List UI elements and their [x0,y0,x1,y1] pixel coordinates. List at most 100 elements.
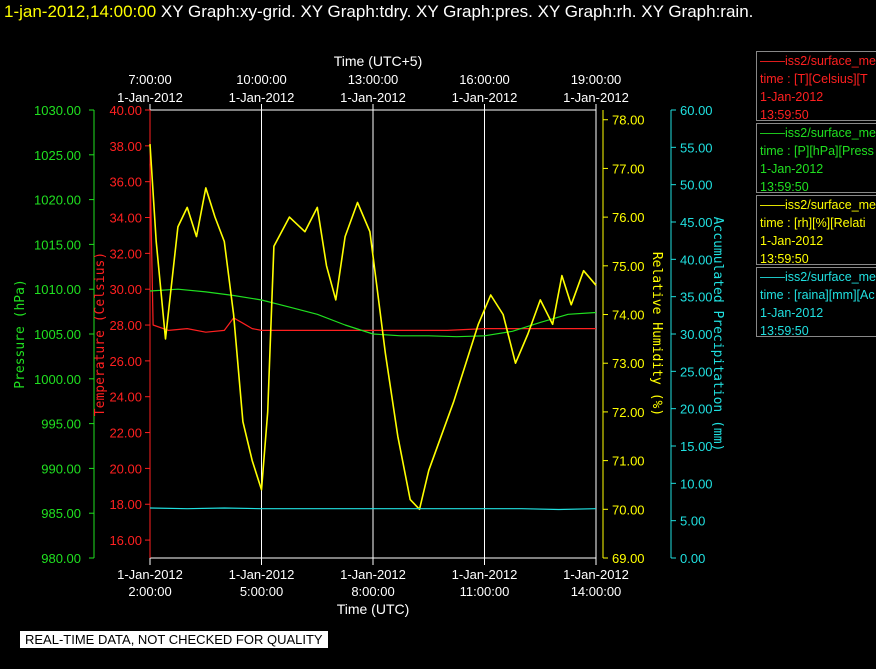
pressure-tick-label: 995.00 [41,417,81,432]
x-tick-time: 8:00:00 [351,584,394,599]
precip-tick-label: 60.00 [680,103,713,118]
temperature-tick-label: 32.00 [109,246,142,261]
precip-tick-label: 15.00 [680,439,713,454]
humidity-tick-label: 76.00 [612,210,645,225]
legend-last-time: 13:59:50 [760,324,809,337]
legend-last-date: 1-Jan-2012 [760,234,824,248]
precip-tick-label: 20.00 [680,402,713,417]
pressure-tick-label: 1010.00 [34,282,81,297]
temperature-tick-label: 40.00 [109,103,142,118]
precip-tick-label: 45.00 [680,215,713,230]
legend-last-date: 1-Jan-2012 [760,90,824,104]
temperature-tick-label: 24.00 [109,390,142,405]
x-tick-time: 14:00:00 [571,584,622,599]
temperature-tick-label: 28.00 [109,318,142,333]
humidity-tick-label: 73.00 [612,356,645,371]
temperature-tick-label: 30.00 [109,282,142,297]
legend-series-units: time : [raina][mm][Ac [760,288,875,302]
temperature-tick-label: 36.00 [109,175,142,190]
precip-tick-label: 5.00 [680,514,705,529]
temperature-tick-label: 34.00 [109,211,142,226]
humidity-tick-label: 71.00 [612,454,645,469]
precip-axis-label: Accumulated Precipitation (mm) [710,217,725,452]
legend-last-date: 1-Jan-2012 [760,162,824,176]
x-top-tick-date: 1-Jan-2012 [117,90,183,105]
x-top-tick-date: 1-Jan-2012 [340,90,406,105]
legend-last-time: 13:59:50 [760,252,809,265]
quality-notice: REAL-TIME DATA, NOT CHECKED FOR QUALITY [20,631,328,648]
pressure-tick-label: 1000.00 [34,372,81,387]
precip-tick-label: 0.00 [680,551,705,566]
temperature-tick-label: 22.00 [109,426,142,441]
legend-series-title: ——iss2/surface_me [760,126,876,140]
x-tick-date: 1-Jan-2012 [229,567,295,582]
legend-series-title: ——iss2/surface_me [760,198,876,212]
humidity-axis-label: Relative Humidity (%) [649,252,664,416]
x-top-tick-time: 16:00:00 [459,72,510,87]
temperature-tick-label: 26.00 [109,354,142,369]
x-top-tick-date: 1-Jan-2012 [229,90,295,105]
temperature-tick-label: 18.00 [109,497,142,512]
humidity-tick-label: 78.00 [612,113,645,128]
precip-tick-label: 50.00 [680,178,713,193]
precip-tick-label: 25.00 [680,364,713,379]
x-tick-date: 1-Jan-2012 [340,567,406,582]
graph-header: 1-jan-2012,14:00:00 XY Graph:xy-grid. XY… [4,2,753,22]
precip-tick-label: 40.00 [680,252,713,267]
x-top-axis-label: Time (UTC+5) [334,53,423,69]
pressure-tick-label: 990.00 [41,461,81,476]
pressure-tick-label: 1020.00 [34,193,81,208]
precip-tick-label: 35.00 [680,290,713,305]
humidity-tick-label: 75.00 [612,259,645,274]
legend-last-date: 1-Jan-2012 [760,306,824,320]
humidity-tick-label: 77.00 [612,161,645,176]
pressure-tick-label: 1025.00 [34,148,81,163]
precip-series-line [149,507,597,511]
x-tick-time: 11:00:00 [460,584,510,599]
temperature-tick-label: 20.00 [109,461,142,476]
pressure-tick-label: 1005.00 [34,327,81,342]
legend-last-time: 13:59:50 [760,180,809,193]
legend-series-units: time : [P][hPa][Press [760,144,874,158]
x-top-tick-time: 10:00:00 [236,72,287,87]
x-top-tick-time: 13:00:00 [348,72,399,87]
temperature-axis-label: Temperature (Celsius) [93,252,108,416]
temperature-series-line [149,163,596,333]
pressure-tick-label: 980.00 [41,551,81,566]
x-tick-date: 1-Jan-2012 [452,567,518,582]
x-tick-date: 1-Jan-2012 [563,567,629,582]
x-top-tick-date: 1-Jan-2012 [563,90,629,105]
precip-tick-label: 55.00 [680,140,713,155]
x-top-tick-time: 7:00:00 [128,72,171,87]
x-axis-label: Time (UTC) [337,601,410,617]
precip-tick-label: 30.00 [680,327,713,342]
humidity-tick-label: 74.00 [612,308,645,323]
header-timestamp: 1-jan-2012,14:00:00 [4,2,157,21]
legend-series-units: time : [T][Celsius][T [760,72,868,86]
precip-tick-label: 10.00 [680,476,713,491]
pressure-series-line [149,288,597,338]
pressure-tick-label: 1030.00 [34,103,81,118]
header-graph-list: XY Graph:xy-grid. XY Graph:tdry. XY Grap… [160,2,754,21]
x-top-tick-date: 1-Jan-2012 [452,90,518,105]
x-tick-time: 5:00:00 [240,584,283,599]
legend-series-title: ——iss2/surface_me [760,270,876,284]
humidity-tick-label: 69.00 [612,551,645,566]
pressure-axis-label: Pressure (hPa) [13,279,28,389]
pressure-tick-label: 985.00 [41,506,81,521]
temperature-tick-label: 16.00 [109,533,142,548]
x-tick-date: 1-Jan-2012 [117,567,183,582]
legend-series-units: time : [rh][%][Relati [760,216,866,230]
legend-series-title: ——iss2/surface_me [760,54,876,68]
humidity-tick-label: 72.00 [612,405,645,420]
temperature-tick-label: 38.00 [109,139,142,154]
x-tick-time: 2:00:00 [128,584,171,599]
humidity-series-line [149,144,597,511]
pressure-tick-label: 1015.00 [34,237,81,252]
humidity-tick-label: 70.00 [612,502,645,517]
